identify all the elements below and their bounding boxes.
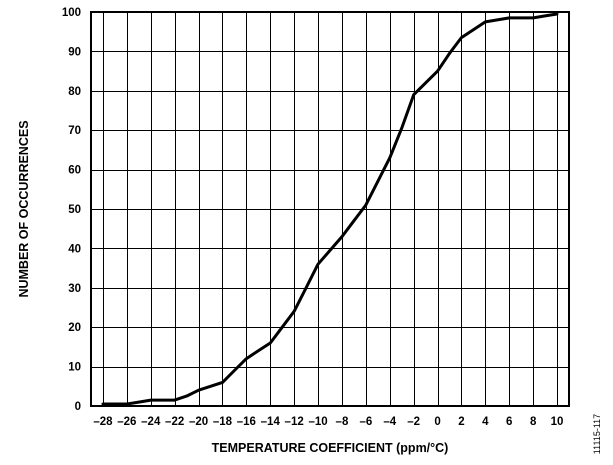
y-tick-label: 20	[68, 322, 81, 334]
x-axis-label: TEMPERATURE COEFFICIENT (ppm/°C)	[212, 441, 449, 455]
figure-id: 11115-117	[592, 414, 602, 454]
y-axis-label: NUMBER OF OCCURRENCES	[17, 120, 31, 297]
y-tick-label: 10	[68, 362, 81, 374]
x-tick-label: 6	[506, 416, 512, 428]
y-tick-label: 100	[62, 7, 81, 19]
y-axis-tick-labels: 0 10 20 30 40 50 60 70 80 90 100	[62, 7, 81, 413]
x-tick-label: 10	[551, 416, 564, 428]
y-tick-label: 50	[68, 204, 81, 216]
x-tick-label: –6	[359, 416, 372, 428]
x-tick-label: –10	[308, 416, 327, 428]
x-tick-label: 2	[458, 416, 464, 428]
y-tick-label: 40	[68, 243, 81, 255]
grid	[91, 12, 569, 407]
series-layer	[101, 12, 559, 406]
y-tick-label: 30	[68, 283, 81, 295]
x-tick-label: –22	[165, 416, 184, 428]
x-tick-label: –26	[117, 416, 136, 428]
x-tick-label: –8	[336, 416, 349, 428]
y-tick-label: 90	[68, 46, 81, 58]
x-tick-label: –18	[213, 416, 233, 428]
y-tick-label: 70	[68, 125, 81, 137]
x-axis-tick-labels: –28 –26 –24 –22 –20 –18 –16 –14 –12 –10 –8 –6 –4 –2 0 2…	[93, 416, 563, 428]
x-tick-label: 0	[434, 416, 440, 428]
x-tick-label: –4	[383, 416, 396, 428]
x-tick-label: –16	[237, 416, 256, 428]
series-line	[101, 12, 559, 406]
x-tick-label: –28	[93, 416, 113, 428]
x-tick-label: –24	[141, 416, 161, 428]
x-tick-label: –2	[407, 416, 420, 428]
y-tick-label: 60	[68, 165, 81, 177]
x-tick-label: –14	[261, 416, 281, 428]
y-tick-label: 80	[68, 86, 81, 98]
x-tick-label: 4	[482, 416, 489, 428]
plot-frame	[90, 11, 570, 407]
y-tick-label: 0	[75, 401, 81, 413]
x-tick-label: –12	[285, 416, 304, 428]
x-tick-label: 8	[530, 416, 537, 428]
x-tick-label: –20	[189, 416, 208, 428]
